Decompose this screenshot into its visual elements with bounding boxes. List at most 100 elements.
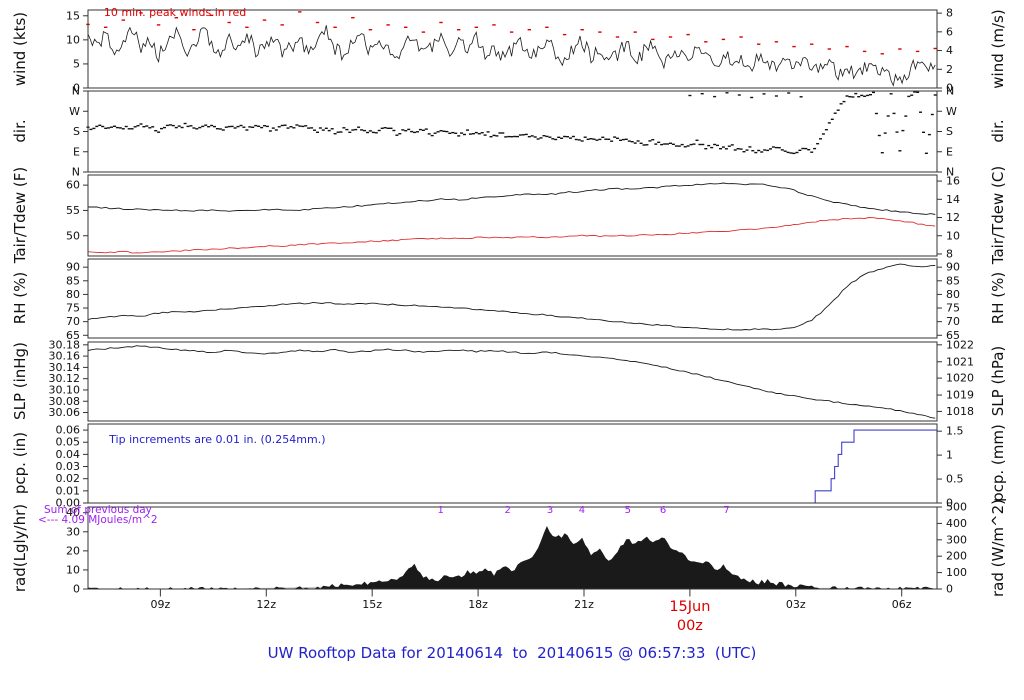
rh-panel-border bbox=[87, 258, 938, 339]
svg-text:N: N bbox=[72, 85, 80, 98]
svg-text:400: 400 bbox=[946, 517, 967, 530]
wind_dir_north_outliers bbox=[688, 92, 803, 99]
svg-text:65: 65 bbox=[946, 329, 960, 342]
svg-text:2: 2 bbox=[505, 505, 511, 516]
svg-text:65: 65 bbox=[66, 329, 80, 342]
svg-text:30.10: 30.10 bbox=[49, 383, 81, 396]
svg-text:Sum of previous day: Sum of previous day bbox=[44, 504, 152, 516]
svg-text:40: 40 bbox=[66, 506, 80, 519]
svg-text:50: 50 bbox=[66, 229, 80, 242]
svg-text:8: 8 bbox=[946, 247, 953, 260]
svg-text:06z: 06z bbox=[892, 598, 912, 611]
pcp-panel-border bbox=[87, 423, 938, 504]
peak_wind_10min_kts bbox=[86, 11, 937, 55]
svg-text:30.14: 30.14 bbox=[49, 361, 81, 374]
wind-panel: 0 5 10 15 0 2 4 6 8 10 min. peak winds in red bbox=[66, 6, 953, 95]
svg-text:7: 7 bbox=[723, 505, 729, 516]
svg-text:0.02: 0.02 bbox=[56, 472, 81, 485]
svg-text:0: 0 bbox=[946, 583, 953, 596]
svg-text:8: 8 bbox=[946, 7, 953, 20]
svg-text:90: 90 bbox=[66, 261, 80, 274]
svg-text:30.18: 30.18 bbox=[49, 338, 81, 351]
wind-panel-border bbox=[87, 9, 938, 89]
svg-text:75: 75 bbox=[66, 302, 80, 315]
svg-text:20: 20 bbox=[66, 544, 80, 557]
svg-text:4: 4 bbox=[946, 44, 953, 57]
svg-text:N: N bbox=[946, 166, 954, 179]
svg-text:W: W bbox=[69, 105, 80, 118]
svg-text:3: 3 bbox=[547, 505, 553, 516]
wind_speed_kts bbox=[87, 25, 936, 87]
svg-text:18z: 18z bbox=[468, 598, 488, 611]
svg-text:1021: 1021 bbox=[946, 355, 974, 368]
svg-text:6: 6 bbox=[946, 25, 953, 38]
svg-text:0.05: 0.05 bbox=[56, 436, 81, 449]
svg-text:2: 2 bbox=[946, 63, 953, 76]
tair-tdew-panel: 50 55 60 8 10 12 14 16 bbox=[66, 174, 960, 260]
svg-text:0.06: 0.06 bbox=[56, 424, 81, 437]
svg-text:0.01: 0.01 bbox=[56, 484, 81, 497]
svg-text:S: S bbox=[946, 125, 953, 138]
svg-text:E: E bbox=[73, 145, 80, 158]
svg-text:5: 5 bbox=[625, 505, 631, 516]
svg-text:10: 10 bbox=[946, 229, 960, 242]
svg-text:60: 60 bbox=[66, 179, 80, 192]
svg-text:00z: 00z bbox=[677, 618, 703, 634]
svg-text:16: 16 bbox=[946, 175, 960, 188]
svg-text:1: 1 bbox=[946, 449, 953, 462]
rh_pct bbox=[87, 263, 936, 331]
svg-text:5: 5 bbox=[73, 57, 80, 70]
svg-text:100: 100 bbox=[946, 566, 967, 579]
svg-text:0: 0 bbox=[946, 497, 953, 510]
svg-text:30.16: 30.16 bbox=[49, 350, 81, 363]
svg-text:30.12: 30.12 bbox=[49, 372, 81, 385]
slp_inhg bbox=[87, 345, 936, 419]
svg-text:70: 70 bbox=[946, 315, 960, 328]
svg-text:6: 6 bbox=[660, 505, 666, 516]
time-axis: 09z 12z 15z 18z 21z 15Jun 00z 03z 06z bbox=[150, 589, 912, 634]
svg-text:1: 1 bbox=[437, 505, 443, 516]
slp-panel-border bbox=[87, 341, 938, 422]
svg-text:85: 85 bbox=[66, 274, 80, 287]
svg-text:85: 85 bbox=[946, 274, 960, 287]
svg-text:Tip increments are 0.01 in. (0: Tip increments are 0.01 in. (0.254mm.) bbox=[108, 433, 325, 446]
svg-text:1.5: 1.5 bbox=[946, 425, 964, 438]
svg-text:15: 15 bbox=[66, 9, 80, 22]
svg-text:0.04: 0.04 bbox=[56, 448, 81, 461]
svg-text:12z: 12z bbox=[256, 598, 276, 611]
svg-text:30.06: 30.06 bbox=[49, 406, 81, 419]
svg-text:30: 30 bbox=[66, 525, 80, 538]
svg-text:80: 80 bbox=[946, 288, 960, 301]
svg-text:14: 14 bbox=[946, 193, 960, 206]
svg-text:15z: 15z bbox=[362, 598, 382, 611]
svg-text:300: 300 bbox=[946, 533, 967, 546]
svg-text:0: 0 bbox=[73, 82, 80, 95]
svg-text:E: E bbox=[946, 145, 953, 158]
chart-title: UW Rooftop Data for 20140614 to 20140615… bbox=[267, 644, 757, 662]
svg-text:75: 75 bbox=[946, 302, 960, 315]
svg-text:15Jun: 15Jun bbox=[669, 599, 710, 615]
svg-text:S: S bbox=[73, 125, 80, 138]
dir-panel-border bbox=[87, 90, 938, 173]
svg-text:W: W bbox=[946, 105, 957, 118]
svg-text:10 min. peak winds in red: 10 min. peak winds in red bbox=[104, 6, 246, 19]
svg-text:1020: 1020 bbox=[946, 372, 974, 385]
rad-panel-border bbox=[87, 506, 938, 590]
svg-text:03z: 03z bbox=[786, 598, 806, 611]
svg-text:0: 0 bbox=[946, 82, 953, 95]
svg-text:09z: 09z bbox=[150, 598, 170, 611]
tair-tdew-panel-border bbox=[87, 174, 938, 257]
svg-text:1018: 1018 bbox=[946, 405, 974, 418]
svg-text:0.00: 0.00 bbox=[56, 497, 81, 510]
svg-text:80: 80 bbox=[66, 288, 80, 301]
svg-text:12: 12 bbox=[946, 211, 960, 224]
svg-text:N: N bbox=[72, 166, 80, 179]
tair_f bbox=[88, 182, 936, 215]
precip_accum_in bbox=[88, 429, 937, 504]
